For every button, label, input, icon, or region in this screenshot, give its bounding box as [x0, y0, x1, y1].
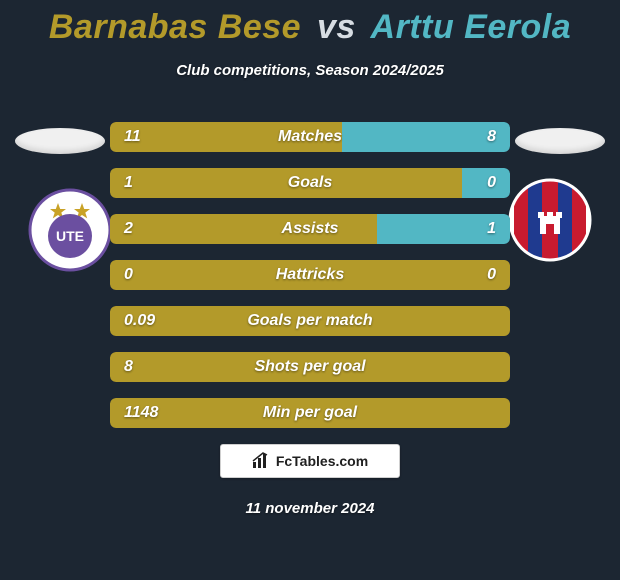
stat-value-right: 0	[420, 174, 510, 192]
stat-label: Matches	[200, 128, 420, 146]
svg-text:UTE: UTE	[56, 228, 84, 244]
stat-row: 0Hattricks0	[110, 260, 510, 290]
title-player1: Barnabas Bese	[49, 8, 301, 46]
brand-text: FcTables.com	[276, 453, 368, 469]
title-vs: vs	[317, 8, 356, 46]
stat-row: 1148Min per goal	[110, 398, 510, 428]
stat-row: 1Goals0	[110, 168, 510, 198]
stat-value-left: 2	[110, 220, 200, 238]
club-crest-right	[508, 178, 592, 262]
ujpest-crest-icon: UTE	[28, 188, 112, 272]
stat-value-left: 11	[110, 128, 200, 146]
stat-label: Shots per goal	[200, 358, 420, 376]
stat-row: 0.09Goals per match	[110, 306, 510, 336]
player1-photo-placeholder	[15, 128, 105, 154]
stat-row: 2Assists1	[110, 214, 510, 244]
stat-label: Assists	[200, 220, 420, 238]
player2-photo-placeholder	[515, 128, 605, 154]
brand-badge[interactable]: FcTables.com	[220, 444, 400, 478]
subtitle: Club competitions, Season 2024/2025	[0, 62, 620, 79]
stat-label: Hattricks	[200, 266, 420, 284]
comparison-infographic: Barnabas Bese vs Arttu Eerola Club compe…	[0, 0, 620, 580]
bar-chart-icon	[252, 452, 270, 470]
stat-value-left: 1	[110, 174, 200, 192]
stat-value-left: 0.09	[110, 312, 200, 330]
page-title: Barnabas Bese vs Arttu Eerola	[0, 8, 620, 47]
club-crest-left: UTE	[28, 188, 112, 272]
stat-row: 8Shots per goal	[110, 352, 510, 382]
stat-row: 11Matches8	[110, 122, 510, 152]
stat-value-right: 8	[420, 128, 510, 146]
date-text: 11 november 2024	[0, 500, 620, 517]
stat-label: Min per goal	[200, 404, 420, 422]
videoton-crest-icon	[508, 178, 592, 262]
stats-rows: 11Matches81Goals02Assists10Hattricks00.0…	[110, 122, 510, 444]
stat-value-right: 1	[420, 220, 510, 238]
title-player2: Arttu Eerola	[371, 8, 572, 46]
stat-value-left: 8	[110, 358, 200, 376]
stat-value-left: 1148	[110, 404, 200, 422]
stat-value-right: 0	[420, 266, 510, 284]
stat-value-left: 0	[110, 266, 200, 284]
stat-label: Goals per match	[200, 312, 420, 330]
stat-label: Goals	[200, 174, 420, 192]
